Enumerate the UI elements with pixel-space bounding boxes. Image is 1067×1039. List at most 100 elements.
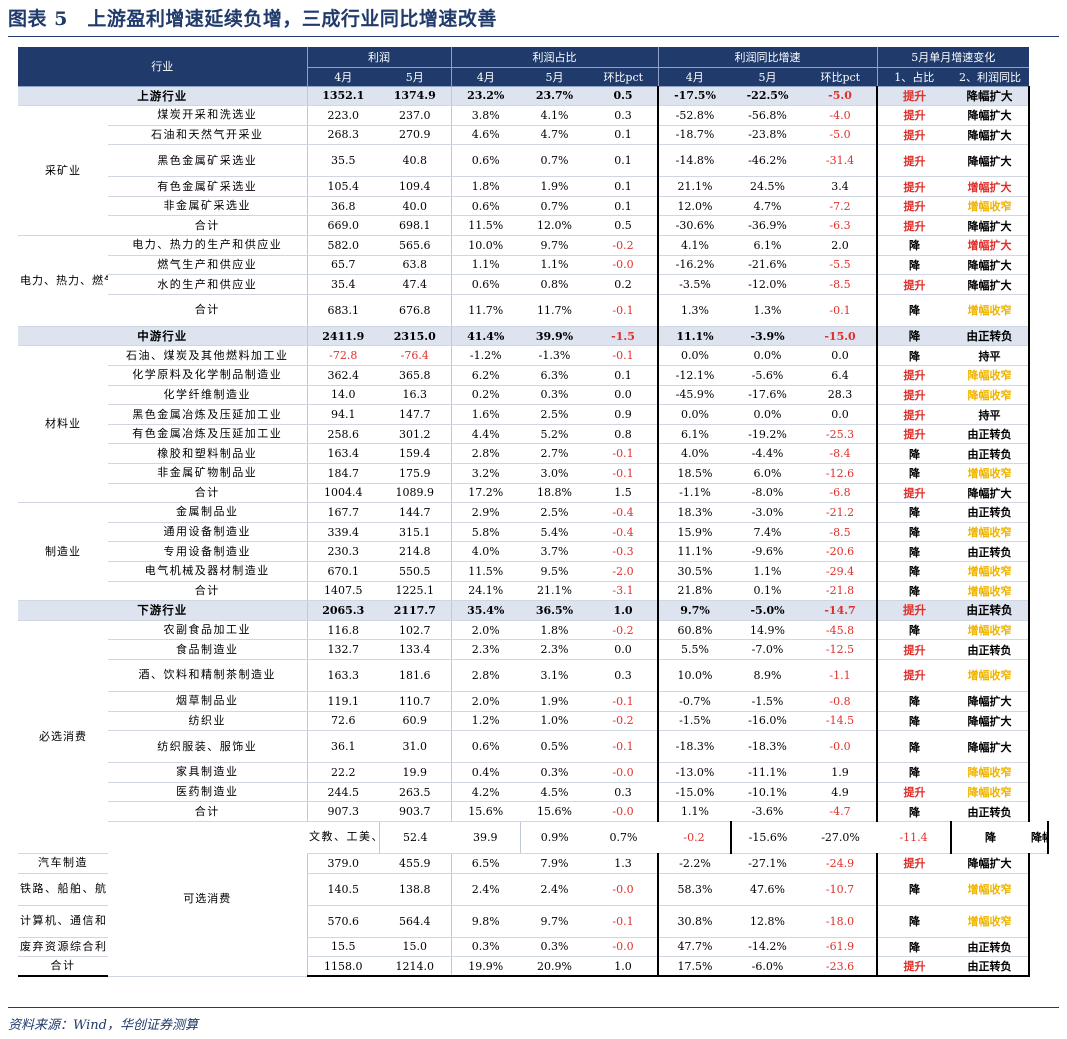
value-cell: 1.3%	[657, 294, 732, 327]
table-row: 计算机、通信和其他电子设备制造业 570.6564.49.8%9.7%-0.130…	[18, 905, 1048, 938]
value-cell: -18.3%	[731, 730, 805, 764]
industry-name: 有色金属冶炼及压延加工业	[108, 424, 307, 445]
share-change-cell: 提升	[877, 853, 952, 874]
share-change-cell: 降	[877, 294, 952, 327]
value-cell: 5.2%	[520, 424, 589, 445]
value-cell: -0.0	[804, 730, 879, 764]
value-cell: -0.0	[589, 937, 659, 958]
header-profit-may: 5月	[379, 67, 451, 87]
industry-name: 金属制品业	[108, 502, 307, 523]
value-cell: 6.3%	[520, 365, 589, 386]
value-cell: 15.9%	[657, 522, 732, 543]
value-cell: 0.5	[589, 215, 659, 237]
table-row: 合计 1158.0 1214.0 19.9% 20.9% 1.0 17.5% -6.0% -23…	[18, 956, 1048, 978]
value-cell: 3.2%	[450, 463, 520, 484]
value-cell: -15.0	[804, 326, 879, 347]
value-cell: 6.1%	[657, 424, 732, 445]
value-cell: 58.3%	[657, 873, 732, 906]
value-cell: 15.0	[379, 937, 451, 958]
value-cell: 237.0	[379, 105, 451, 126]
title-rule	[8, 36, 1059, 37]
value-cell: 6.4	[804, 365, 879, 386]
value-cell: 18.8%	[520, 483, 589, 504]
table-row: 合计 1407.5 1225.1 24.1% 21.1% -3.1 21.8% 0.1% -21…	[18, 581, 1048, 602]
value-cell: 18.3%	[657, 502, 732, 523]
table-row: 烟草制品业 119.1 110.7 2.0% 1.9% -0.1 -0.7% -1.5% -0.…	[18, 691, 1048, 712]
value-cell: -0.8	[804, 691, 879, 712]
value-cell: 140.5	[306, 873, 379, 906]
value-cell: 9.7%	[657, 600, 732, 621]
industry-name: 汽车制造	[18, 853, 108, 874]
value-cell: -0.3	[589, 541, 659, 562]
bottom-rule	[8, 1007, 1059, 1008]
header-growth-mom: 环比pct	[804, 67, 878, 87]
value-cell: -23.8%	[731, 125, 805, 146]
value-cell: 1.1%	[657, 801, 732, 822]
growth-change-cell: 降幅扩大	[951, 105, 1031, 126]
value-cell: -3.9%	[731, 326, 805, 347]
value-cell: 6.5%	[450, 853, 520, 874]
value-cell: -0.1	[589, 294, 659, 327]
share-change-cell: 降	[877, 541, 952, 562]
value-cell: 2.3%	[520, 639, 589, 660]
value-cell: -29.4	[804, 561, 879, 582]
value-cell: 133.4	[379, 639, 451, 660]
value-cell: 11.5%	[450, 561, 520, 582]
value-cell: 1214.0	[379, 956, 451, 978]
growth-change-cell: 由正转负	[951, 326, 1031, 347]
value-cell: 0.2	[589, 274, 659, 295]
value-cell: -6.3	[804, 215, 879, 237]
table-row: 必选消费 农副食品加工业 116.8 102.7 2.0% 1.8% -0.2 60.8% 14…	[18, 620, 1048, 854]
value-cell: 564.4	[379, 905, 451, 938]
value-cell: 35.4	[306, 274, 379, 295]
value-cell: -46.2%	[731, 144, 805, 178]
value-cell: 2.3%	[450, 639, 520, 660]
value-cell: -3.6%	[731, 801, 805, 822]
table-row: 化学纤维制造业 14.0 16.3 0.2% 0.3% 0.0 -45.9% -17.6% 28…	[18, 385, 1048, 406]
value-cell: -12.1%	[657, 365, 732, 386]
value-cell: -12.0%	[731, 274, 805, 295]
value-cell: 105.4	[306, 176, 379, 197]
growth-change-cell: 由正转负	[951, 600, 1031, 621]
value-cell: 670.1	[306, 561, 379, 582]
value-cell: 2.8%	[450, 659, 520, 692]
value-cell: 15.6%	[520, 801, 589, 822]
value-cell: 676.8	[379, 294, 451, 327]
table-row: 黑色金属冶炼及压延加工业 94.1 147.7 1.6% 2.5% 0.9 0.0% 0.0%…	[18, 404, 1048, 425]
value-cell: 3.0%	[520, 463, 589, 484]
share-change-cell: 提升	[877, 782, 952, 803]
industry-name: 水的生产和供应业	[108, 274, 307, 295]
value-cell: 19.9%	[450, 956, 520, 978]
table-row: 铁路、船舶、航空航天和其他运输设备制造业140.5138.82.4%2.4%-0…	[18, 873, 1048, 906]
value-cell: 17.2%	[450, 483, 520, 504]
share-change-cell: 降	[877, 937, 952, 958]
value-cell: -6.0%	[731, 956, 805, 978]
value-cell: 1.5	[589, 483, 659, 504]
value-cell: 0.8%	[520, 274, 589, 295]
value-cell: 36.5%	[520, 600, 589, 621]
value-cell: 63.8	[379, 255, 451, 276]
value-cell: 147.7	[379, 404, 451, 425]
value-cell: 907.3	[306, 801, 379, 822]
value-cell: -0.1	[804, 294, 879, 327]
industry-name: 合计	[108, 483, 307, 504]
value-cell: 2.0%	[450, 620, 520, 641]
table-row: 纺织服装、服饰业 36.1 31.0 0.6% 0.5% -0.1 -18.3% -18.3%…	[18, 730, 1048, 764]
value-cell: 31.0	[379, 730, 451, 764]
value-cell: 0.5	[589, 86, 659, 107]
value-cell: 163.3	[306, 659, 379, 692]
table-row: 电气机械及器材制造业 670.1 550.5 11.5% 9.5% -2.0 30.5% 1.…	[18, 561, 1048, 582]
share-change-cell: 提升	[877, 404, 952, 425]
value-cell: 2.5%	[520, 502, 589, 523]
value-cell: -10.1%	[731, 782, 805, 803]
value-cell: 669.0	[306, 215, 379, 237]
value-cell: 15.5	[306, 937, 379, 958]
share-change-cell: 提升	[877, 196, 952, 217]
value-cell: 10.0%	[657, 659, 732, 692]
value-cell: -0.4	[589, 502, 659, 523]
share-change-cell: 提升	[877, 144, 952, 178]
value-cell: 0.4%	[450, 762, 520, 783]
industry-name: 电力、热力的生产和供应业	[108, 235, 307, 256]
share-change-cell: 降	[877, 561, 952, 582]
table-row: 非金属矿采选业 36.8 40.0 0.6% 0.7% 0.1 12.0% 4.7% -7.2 提…	[18, 196, 1048, 217]
